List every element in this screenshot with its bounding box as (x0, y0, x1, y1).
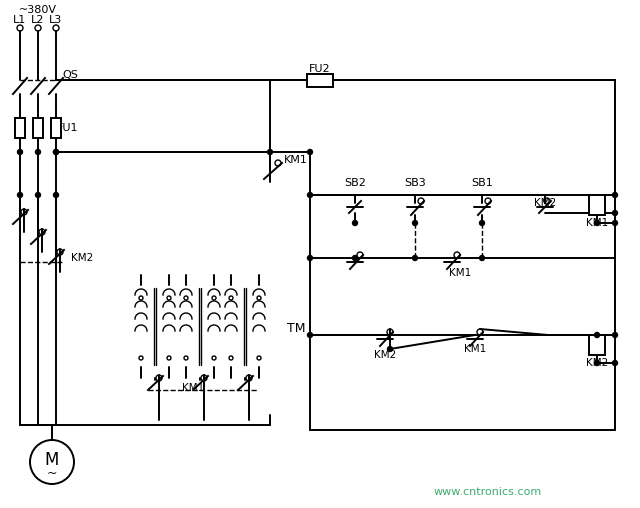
Text: KM1: KM1 (449, 268, 471, 278)
Bar (33, 118, 43, 138)
Text: KM2: KM2 (374, 350, 396, 360)
Circle shape (479, 220, 484, 226)
Text: L2: L2 (31, 15, 45, 25)
Text: L1: L1 (13, 15, 27, 25)
Circle shape (595, 333, 600, 337)
Text: KM2: KM2 (71, 253, 93, 263)
Circle shape (35, 193, 40, 198)
Bar (589, 195, 605, 215)
Circle shape (612, 361, 618, 365)
Text: SB3: SB3 (404, 178, 426, 188)
Text: QS: QS (62, 70, 78, 80)
Circle shape (612, 193, 618, 198)
Text: ~: ~ (47, 466, 57, 480)
Text: www.cntronics.com: www.cntronics.com (434, 487, 542, 497)
Bar (15, 118, 25, 138)
Circle shape (353, 220, 358, 226)
Text: FU1: FU1 (57, 123, 79, 133)
Circle shape (307, 333, 312, 337)
Circle shape (54, 149, 58, 154)
Circle shape (413, 256, 417, 261)
Circle shape (612, 333, 618, 337)
Circle shape (54, 149, 58, 154)
Circle shape (17, 193, 22, 198)
Text: L3: L3 (49, 15, 63, 25)
Circle shape (595, 361, 600, 365)
Text: KM1: KM1 (284, 155, 308, 165)
Text: KM1: KM1 (464, 344, 486, 354)
Text: KM2: KM2 (534, 198, 556, 208)
Text: KM1: KM1 (586, 218, 608, 228)
Circle shape (54, 193, 58, 198)
Circle shape (307, 193, 312, 198)
Bar (589, 335, 605, 355)
Circle shape (387, 346, 392, 352)
Text: SB1: SB1 (471, 178, 493, 188)
Circle shape (353, 256, 358, 261)
Text: KM2: KM2 (586, 358, 608, 368)
Circle shape (307, 149, 312, 154)
Text: FU2: FU2 (309, 64, 331, 74)
Bar (51, 118, 61, 138)
Text: ~380V: ~380V (19, 5, 57, 15)
Circle shape (35, 149, 40, 154)
Text: M: M (45, 451, 59, 469)
Circle shape (612, 220, 618, 226)
Text: KM1: KM1 (182, 383, 204, 393)
Circle shape (268, 149, 273, 154)
Circle shape (595, 220, 600, 226)
Circle shape (612, 210, 618, 215)
Circle shape (413, 220, 417, 226)
Text: TM: TM (287, 322, 305, 334)
Circle shape (479, 256, 484, 261)
Text: SB2: SB2 (344, 178, 366, 188)
Circle shape (307, 256, 312, 261)
Circle shape (17, 149, 22, 154)
Bar (307, 74, 333, 86)
